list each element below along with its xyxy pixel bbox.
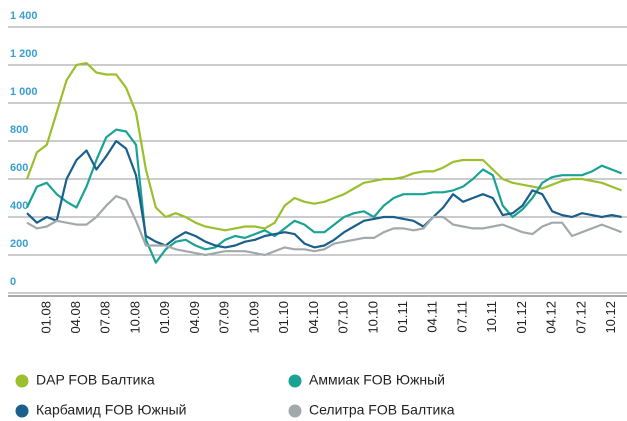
y-tick-label: 400 (10, 200, 28, 212)
series-line (26, 139, 622, 249)
y-tick-label: 1 000 (10, 86, 38, 98)
legend-label: Селитра FOB Балтика (309, 402, 455, 418)
y-tick-label: 1 400 (10, 10, 38, 22)
y-tick-label: 200 (10, 238, 28, 250)
x-tick-label: 10.12 (603, 301, 618, 334)
x-tick-label: 07.08 (98, 301, 113, 334)
legend-marker (15, 404, 29, 418)
legend-label: Аммиак FOB Южный (309, 372, 445, 388)
legend-marker (288, 404, 302, 418)
legend-label: Карбамид FOB Южный (36, 402, 187, 418)
x-tick-label: 01.08 (38, 301, 53, 334)
x-tick-label: 01.12 (514, 301, 529, 334)
x-tick-label: 07.11 (454, 301, 469, 333)
legend-marker (288, 374, 302, 388)
series-line (25, 62, 622, 232)
y-tick-label: 0 (10, 276, 16, 288)
series-line (26, 128, 622, 264)
legend-marker (15, 374, 29, 388)
x-tick-label: 10.09 (246, 301, 261, 334)
x-tick-label: 10.10 (365, 301, 380, 334)
x-tick-label: 10.08 (127, 301, 142, 334)
y-tick-label: 600 (10, 162, 28, 174)
x-tick-label: 01.09 (157, 301, 172, 334)
x-tick-label: 04.08 (68, 301, 83, 334)
x-tick-label: 04.11 (425, 301, 440, 333)
x-tick-label: 01.11 (395, 301, 410, 333)
y-tick-label: 1 200 (10, 48, 38, 60)
x-tick-label: 01.10 (276, 301, 291, 334)
y-tick-label: 800 (10, 124, 28, 136)
x-tick-label: 04.12 (544, 301, 559, 334)
series-line (26, 195, 622, 257)
x-tick-label: 04.09 (187, 301, 202, 334)
x-tick-label: 04.10 (306, 301, 321, 334)
x-tick-label: 07.09 (217, 301, 232, 334)
legend-label: DAP FOB Балтика (36, 372, 155, 388)
x-tick-label: 07.10 (336, 301, 351, 334)
x-tick-label: 10.11 (484, 301, 499, 333)
x-tick-label: 07.12 (573, 301, 588, 334)
